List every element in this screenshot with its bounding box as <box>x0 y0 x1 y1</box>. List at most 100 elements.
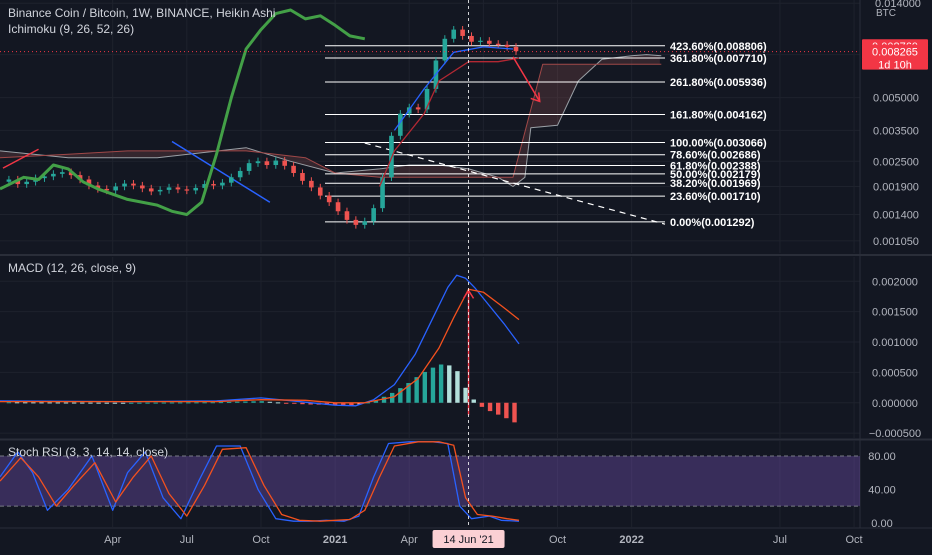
macd-histogram-bar[interactable] <box>373 400 379 403</box>
candle[interactable] <box>273 160 279 166</box>
candle[interactable] <box>495 43 501 45</box>
candle[interactable] <box>300 173 305 181</box>
candle[interactable] <box>398 113 403 136</box>
ichimoku-kijun-line[interactable] <box>378 57 520 187</box>
macd-legend[interactable]: MACD (12, 26, close, 9) <box>8 261 137 275</box>
macd-histogram-bar[interactable] <box>332 402 338 405</box>
candle[interactable] <box>220 182 225 186</box>
candle[interactable] <box>424 88 430 110</box>
candle[interactable] <box>309 180 314 188</box>
macd-histogram-bar[interactable] <box>455 371 460 403</box>
candle[interactable] <box>469 35 474 42</box>
candle[interactable] <box>42 176 47 179</box>
macd-histogram-bar[interactable] <box>496 402 501 415</box>
candle[interactable] <box>104 188 110 191</box>
candle[interactable] <box>148 188 154 192</box>
macd-histogram-bar[interactable] <box>104 402 109 404</box>
stoch-rsi-legend[interactable]: Stoch RSI (3, 3, 14, 14, close) <box>8 445 169 459</box>
macd-histogram-bar[interactable] <box>251 401 256 403</box>
candle[interactable] <box>59 172 65 174</box>
stoch-d-line[interactable] <box>0 441 520 522</box>
candle[interactable] <box>353 219 359 225</box>
price-badge[interactable] <box>862 44 928 59</box>
candle[interactable] <box>113 186 118 191</box>
macd-histogram-bar[interactable] <box>31 402 36 404</box>
macd-histogram-bar[interactable] <box>145 402 150 404</box>
macd-histogram-bar[interactable] <box>487 402 493 412</box>
macd-histogram-bar[interactable] <box>23 402 28 404</box>
candle[interactable] <box>51 173 56 177</box>
macd-histogram-bar[interactable] <box>275 402 281 404</box>
candle[interactable] <box>255 161 261 164</box>
macd-histogram-bar[interactable] <box>283 402 289 404</box>
candle[interactable] <box>24 181 29 185</box>
candle[interactable] <box>166 187 172 190</box>
symbol-title[interactable]: Binance Coin / Bitcoin, 1W, BINANCE, Hei… <box>8 6 276 20</box>
candle[interactable] <box>451 29 457 39</box>
macd-histogram-bar[interactable] <box>226 401 232 403</box>
macd-histogram-bar[interactable] <box>365 402 370 404</box>
candle[interactable] <box>380 177 385 209</box>
candle[interactable] <box>291 165 296 174</box>
candle[interactable] <box>246 163 252 171</box>
macd-histogram-bar[interactable] <box>218 402 224 404</box>
macd-histogram-bar[interactable] <box>88 402 93 404</box>
candle[interactable] <box>415 107 421 110</box>
blue-trendline[interactable] <box>171 140 271 203</box>
macd-histogram-bar[interactable] <box>161 402 167 404</box>
macd-histogram-bar[interactable] <box>6 402 12 404</box>
macd-histogram-bar[interactable] <box>71 402 77 404</box>
macd-histogram-bar[interactable] <box>194 402 199 404</box>
macd-histogram-bar[interactable] <box>414 377 419 403</box>
candle[interactable] <box>326 195 332 203</box>
candle[interactable] <box>344 211 350 220</box>
candle[interactable] <box>140 185 145 189</box>
candle[interactable] <box>6 179 12 182</box>
crosshair-date-badge[interactable] <box>432 530 505 548</box>
macd-histogram-bar[interactable] <box>463 387 468 403</box>
candle[interactable] <box>95 185 101 189</box>
macd-histogram-bar[interactable] <box>512 402 517 423</box>
macd-histogram-bar[interactable] <box>430 367 436 403</box>
macd-histogram-bar[interactable] <box>47 402 52 404</box>
macd-histogram-bar[interactable] <box>292 402 297 404</box>
macd-histogram-bar[interactable] <box>202 402 207 404</box>
macd-histogram-bar[interactable] <box>389 392 395 403</box>
macd-histogram-bar[interactable] <box>447 365 452 403</box>
macd-histogram-bar[interactable] <box>96 402 101 404</box>
candle[interactable] <box>317 187 323 196</box>
candle[interactable] <box>202 184 207 188</box>
candle[interactable] <box>211 184 216 186</box>
macd-histogram-bar[interactable] <box>112 402 118 404</box>
macd-histogram-bar[interactable] <box>129 402 134 404</box>
macd-histogram-bar[interactable] <box>422 371 428 403</box>
candle[interactable] <box>478 40 483 42</box>
macd-histogram-bar[interactable] <box>55 402 61 404</box>
macd-histogram-bar[interactable] <box>341 402 346 406</box>
macd-histogram-bar[interactable] <box>357 402 362 405</box>
candle[interactable] <box>122 183 127 187</box>
candle[interactable] <box>335 202 341 212</box>
red-arrow-left[interactable] <box>2 148 39 169</box>
candle[interactable] <box>86 179 92 186</box>
macd-histogram-bar[interactable] <box>349 402 354 406</box>
dashed-trendline[interactable] <box>364 142 666 225</box>
macd-histogram-bar[interactable] <box>438 364 444 403</box>
macd-histogram-bar[interactable] <box>259 401 264 403</box>
red-arrow[interactable] <box>512 56 541 102</box>
price-badge[interactable] <box>862 57 928 70</box>
candle[interactable] <box>513 46 519 52</box>
macd-histogram-bar[interactable] <box>14 402 20 404</box>
candle[interactable] <box>237 170 243 178</box>
macd-histogram-bar[interactable] <box>153 402 158 404</box>
candle[interactable] <box>487 40 492 44</box>
macd-histogram-bar[interactable] <box>177 402 183 404</box>
candle[interactable] <box>157 189 163 192</box>
candle[interactable] <box>264 161 270 166</box>
candle[interactable] <box>229 177 234 183</box>
ichimoku-legend[interactable]: Ichimoku (9, 26, 52, 26) <box>8 22 135 36</box>
signal-line[interactable] <box>0 288 520 404</box>
macd-histogram-bar[interactable] <box>243 401 248 403</box>
candle[interactable] <box>131 183 136 186</box>
ichimoku-chikou-line[interactable] <box>0 8 366 216</box>
